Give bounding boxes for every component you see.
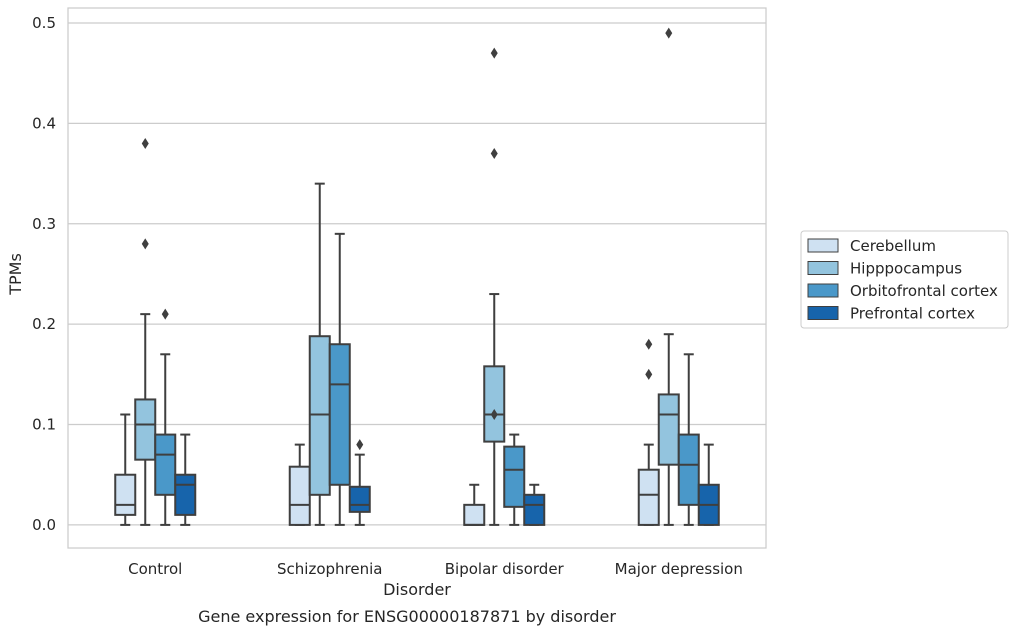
box-iqr: [134, 398, 157, 461]
plot-frame: [67, 7, 767, 549]
outlier-point: [141, 238, 149, 250]
legend-swatch: [807, 261, 839, 275]
legend-swatch: [807, 238, 839, 253]
box-hipppocampus: [483, 47, 506, 526]
box-cerebellum: [637, 338, 660, 526]
outlier-point: [161, 308, 169, 320]
outlier-point: [645, 368, 653, 380]
box-orbitofrontal-cortex: [328, 232, 351, 526]
box-orbitofrontal-cortex: [677, 353, 700, 526]
box-iqr: [503, 445, 526, 508]
x-tick-label: Major depression: [615, 560, 743, 578]
box-iqr: [483, 365, 506, 443]
box-prefrontal-cortex: [174, 433, 197, 526]
x-tick-label: Schizophrenia: [277, 560, 382, 578]
box-orbitofrontal-cortex: [154, 308, 177, 526]
box-prefrontal-cortex: [697, 443, 720, 526]
legend-frame: [800, 230, 1009, 329]
box-iqr: [523, 493, 546, 526]
legend-label: Cerebellum: [850, 237, 936, 255]
legend-label: Hipppocampus: [850, 260, 962, 278]
box-iqr: [677, 433, 700, 506]
chart-title: Gene expression for ENSG00000187871 by d…: [198, 607, 616, 626]
box-iqr: [154, 433, 177, 496]
box-iqr: [348, 485, 371, 513]
y-tick-label: 0.3: [32, 215, 56, 233]
y-axis-label: TPMs: [6, 253, 25, 296]
box-cerebellum: [288, 443, 311, 526]
box-hipppocampus: [657, 27, 680, 526]
y-tick-label: 0.1: [32, 416, 56, 434]
box-iqr: [288, 465, 311, 526]
outlier-point: [490, 47, 498, 59]
y-tick-label: 0.2: [32, 315, 56, 333]
x-tick-labels: Control Schizophrenia Bipolar disorder Majo…: [128, 560, 743, 578]
outlier-point: [665, 27, 673, 39]
box-iqr: [308, 335, 331, 496]
outlier-point: [141, 138, 149, 150]
y-tick-label: 0.4: [32, 114, 56, 132]
box-hipppocampus: [308, 182, 331, 526]
x-tick-label: Bipolar disorder: [445, 560, 565, 578]
y-tick-label: 0.0: [32, 516, 56, 534]
legend-label: Prefrontal cortex: [850, 305, 975, 323]
boxes: [114, 27, 720, 526]
box-iqr: [328, 343, 351, 486]
box-cerebellum: [114, 413, 137, 526]
box-hipppocampus: [134, 138, 157, 526]
box-prefrontal-cortex: [523, 483, 546, 526]
box-iqr: [463, 503, 486, 526]
y-tick-label: 0.5: [32, 14, 56, 32]
y-tick-labels: 0.0 0.1 0.2 0.3 0.4 0.5: [32, 14, 56, 534]
legend-swatch: [807, 306, 839, 320]
legend-swatch: [807, 283, 839, 298]
box-iqr: [174, 473, 197, 516]
box-cerebellum: [463, 483, 486, 526]
x-tick-label: Control: [128, 560, 182, 578]
box-prefrontal-cortex: [348, 439, 371, 526]
box-orbitofrontal-cortex: [503, 433, 526, 526]
box-iqr: [657, 393, 680, 466]
outlier-point: [645, 338, 653, 350]
outlier-point: [490, 409, 498, 421]
x-axis-label: Disorder: [383, 580, 451, 599]
legend-label: Orbitofrontal cortex: [850, 282, 998, 300]
box-iqr: [637, 468, 660, 526]
outlier-point: [490, 148, 498, 160]
legend: Cerebellum Hipppocampus Orbitofrontal cort…: [800, 230, 1009, 329]
outlier-point: [356, 439, 364, 451]
box-iqr: [114, 473, 137, 516]
